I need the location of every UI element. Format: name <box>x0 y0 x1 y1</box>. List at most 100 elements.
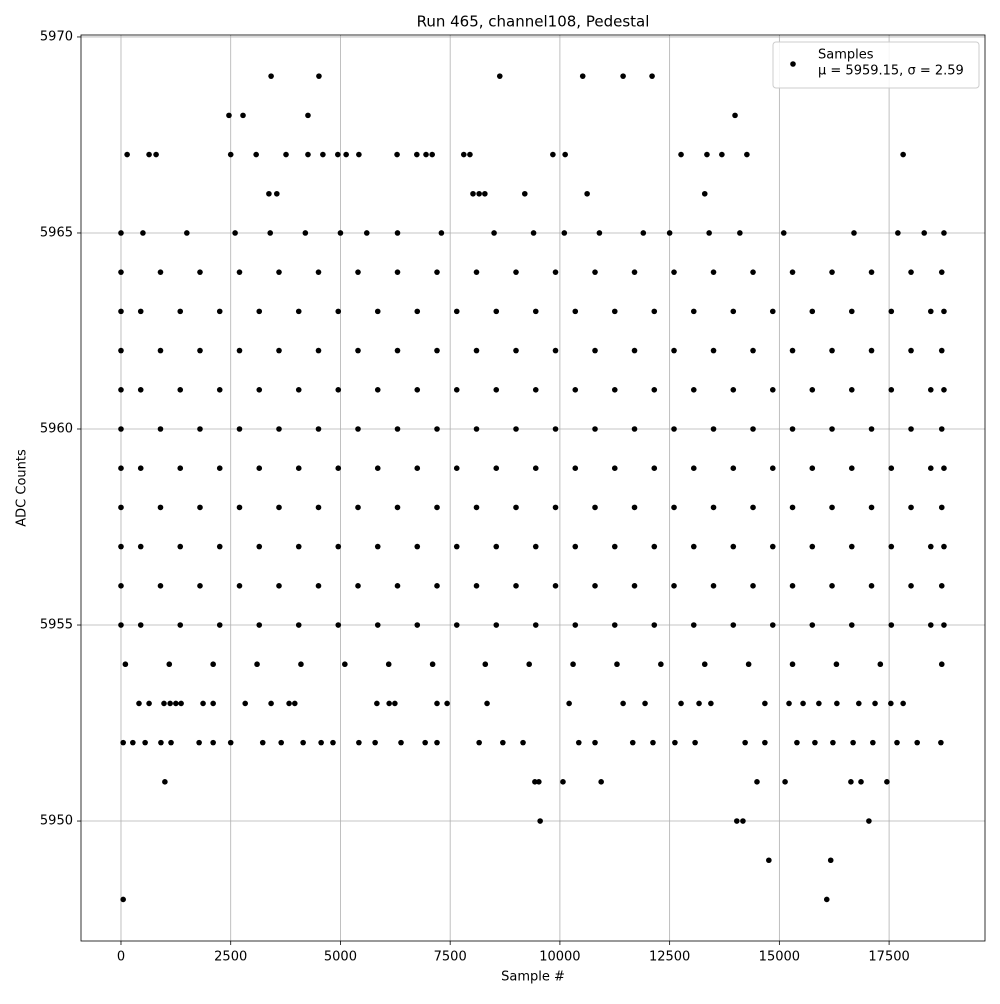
point <box>941 308 947 315</box>
point <box>118 465 124 472</box>
point <box>259 739 266 746</box>
x-tick-label: 0 <box>117 950 125 965</box>
point <box>473 269 480 275</box>
point <box>315 347 322 354</box>
point <box>295 386 302 393</box>
point <box>137 308 144 315</box>
point <box>493 543 500 550</box>
point <box>575 739 582 746</box>
point <box>651 543 658 550</box>
point <box>888 465 895 472</box>
point <box>276 504 282 511</box>
point <box>744 151 750 158</box>
point <box>789 583 796 589</box>
point <box>769 543 776 550</box>
point <box>216 308 223 315</box>
point <box>513 583 519 589</box>
point <box>337 230 344 236</box>
point <box>315 269 322 275</box>
point <box>592 739 598 746</box>
point <box>118 347 124 354</box>
point <box>701 190 708 197</box>
point <box>678 700 684 707</box>
point <box>692 739 698 746</box>
point <box>330 739 336 746</box>
point <box>750 504 756 511</box>
point <box>596 230 603 236</box>
point <box>866 818 872 824</box>
point <box>908 269 914 275</box>
point <box>592 583 598 589</box>
point <box>266 190 272 197</box>
point <box>236 426 243 432</box>
point <box>157 583 164 589</box>
point <box>394 583 401 589</box>
point <box>256 386 263 393</box>
point <box>318 739 324 746</box>
point <box>473 347 480 354</box>
point <box>908 426 914 432</box>
point <box>216 622 223 628</box>
point <box>394 426 401 432</box>
point <box>829 583 835 589</box>
point <box>816 700 822 707</box>
point <box>196 739 202 746</box>
point <box>177 386 184 393</box>
point <box>476 190 482 197</box>
point <box>276 347 282 354</box>
point <box>750 347 756 354</box>
point <box>786 700 792 707</box>
point <box>908 504 914 511</box>
point <box>532 779 538 785</box>
point <box>740 818 746 824</box>
point <box>592 269 598 275</box>
point <box>769 622 776 628</box>
point <box>730 622 737 628</box>
y-tick-label: 5955 <box>40 618 73 633</box>
point <box>526 661 532 668</box>
point <box>118 308 124 315</box>
point <box>513 269 519 275</box>
point <box>620 73 626 79</box>
point <box>142 739 148 746</box>
point <box>355 269 361 275</box>
plot-frame <box>80 34 986 942</box>
point <box>789 426 796 432</box>
point <box>850 739 856 746</box>
point <box>868 583 875 589</box>
point <box>732 112 738 119</box>
point <box>414 386 421 393</box>
point <box>706 230 712 236</box>
point <box>572 622 579 628</box>
point <box>938 661 945 668</box>
point <box>640 230 647 236</box>
point <box>177 622 184 628</box>
point <box>482 661 489 668</box>
point <box>140 230 146 236</box>
point <box>146 151 152 158</box>
point <box>701 661 708 668</box>
point <box>236 347 243 354</box>
point <box>444 700 450 707</box>
point <box>356 151 362 158</box>
point <box>520 739 526 746</box>
point <box>750 583 756 589</box>
point <box>394 269 401 275</box>
point <box>274 190 280 197</box>
point <box>422 739 428 746</box>
legend: Samples μ = 5959.15, σ = 2.59 <box>772 41 980 89</box>
point <box>658 661 664 668</box>
point <box>829 269 835 275</box>
point <box>704 151 710 158</box>
point <box>315 426 322 432</box>
point <box>769 386 776 393</box>
point <box>343 151 349 158</box>
point <box>320 151 326 158</box>
point <box>374 543 381 550</box>
point <box>560 779 566 785</box>
point <box>335 543 342 550</box>
point <box>118 269 124 275</box>
point <box>168 739 174 746</box>
point <box>730 543 737 550</box>
point <box>690 386 697 393</box>
